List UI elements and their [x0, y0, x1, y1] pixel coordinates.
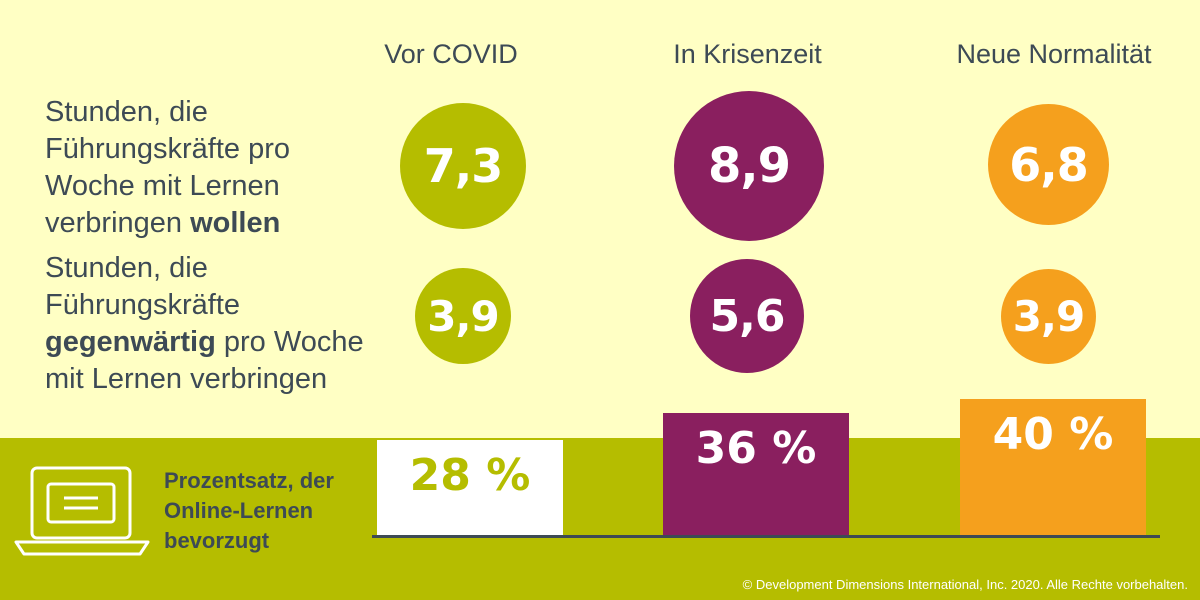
row-label-hours-actual-bold: gegenwärtig	[45, 326, 216, 358]
bar-in-krisenzeit	[663, 412, 849, 535]
laptop-certificate-icon	[14, 466, 150, 556]
row-label-hours-actual-suffix: pro Woche mit Lernen verbringen	[45, 326, 364, 395]
row-label-hours-wanted-text: Stunden, die Führungskräfte pro Woche mi…	[45, 96, 291, 239]
bar-baseline	[372, 535, 1160, 538]
copyright-notice: © Development Dimensions International, …	[742, 577, 1188, 592]
row-label-hours-wanted: Stunden, die Führungskräfte pro Woche mi…	[45, 94, 365, 242]
bar-label-vor-covid: 28 %	[409, 449, 531, 501]
column-header-neue-normalitaet: Neue Normalität	[956, 39, 1152, 69]
row-label-hours-actual-text: Stunden, die Führungskräfte	[45, 252, 241, 321]
bubble-actual-neue-normalitaet: 3,9	[1001, 269, 1096, 364]
bubble-actual-in-krisenzeit: 5,6	[690, 259, 804, 373]
bar-label-neue-normalitaet: 40 %	[992, 409, 1114, 460]
bubble-wanted-vor-covid: 7,3	[400, 103, 526, 229]
bubble-wanted-in-krisenzeit: 8,9	[674, 91, 824, 241]
column-header-vor-covid: Vor COVID	[384, 39, 518, 69]
bubble-actual-vor-covid: 3,9	[415, 268, 511, 364]
online-learning-label: Prozentsatz, der Online-Lernen bevorzugt	[164, 468, 334, 553]
row-label-hours-actual: Stunden, die Führungskräfte gegenwärtig …	[45, 250, 365, 398]
bubble-wanted-neue-normalitaet: 6,8	[988, 104, 1109, 225]
bar-label-in-krisenzeit: 36 %	[695, 422, 817, 474]
row-label-hours-wanted-bold: wollen	[190, 207, 281, 239]
column-header-in-krisenzeit: In Krisenzeit	[673, 39, 822, 69]
bar-neue-normalitaet	[960, 399, 1146, 535]
bar-vor-covid	[377, 439, 563, 535]
